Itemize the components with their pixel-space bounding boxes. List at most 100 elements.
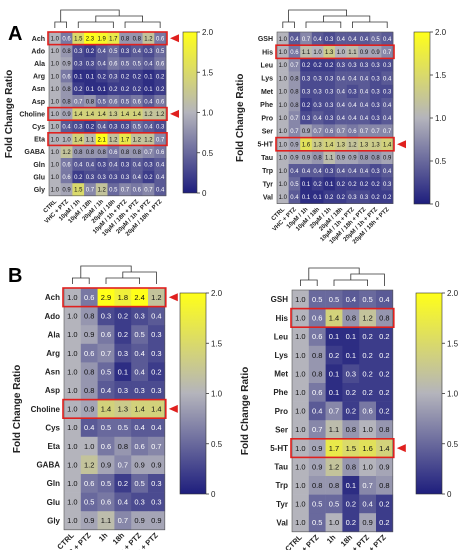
heatmap-cell <box>60 145 73 159</box>
dendrogram-link <box>80 265 132 278</box>
row-label: Ser <box>275 425 288 434</box>
heatmap-cell <box>346 177 359 191</box>
heatmap-cell <box>358 98 371 112</box>
cell-value-label: 0.9 <box>84 405 94 414</box>
cell-value-label: 0.1 <box>74 74 83 80</box>
heatmap-cell <box>342 327 360 347</box>
cell-value-label: 0.8 <box>121 36 130 42</box>
cell-value-label: 0.2 <box>379 518 389 527</box>
cell-value-label: 0.5 <box>109 188 118 194</box>
cell-value-label: 0.5 <box>121 99 130 105</box>
cell-value-label: 0.7 <box>121 188 130 194</box>
cell-value-label: 0.8 <box>62 99 71 105</box>
heatmap-cell <box>97 474 115 493</box>
heatmap-cell <box>325 438 343 458</box>
heatmap-cell <box>60 82 73 96</box>
heatmap-cell <box>84 145 97 159</box>
heatmap-cell <box>277 164 289 178</box>
cell-value-label: 0.8 <box>346 425 356 434</box>
cell-value-label: 0.4 <box>348 37 357 43</box>
heatmap-cell <box>381 32 394 46</box>
cell-value-label: 0.2 <box>313 182 322 188</box>
heatmap-cell <box>119 69 132 83</box>
cell-value-label: 0.8 <box>84 367 94 376</box>
heatmap-cell <box>359 383 377 402</box>
heatmap-cell <box>335 164 347 178</box>
cell-value-label: 0.3 <box>97 175 106 181</box>
cell-value-label: 1.8 <box>118 293 128 302</box>
cell-value-label: 0.5 <box>329 295 339 304</box>
heatmap-cell <box>346 111 359 125</box>
heatmap-cell <box>359 401 377 421</box>
cell-value-label: 0.4 <box>156 162 165 168</box>
heatmap-cell <box>154 95 167 108</box>
cell-value-label: 0.5 <box>109 49 118 55</box>
cell-value-label: 0.3 <box>109 125 118 131</box>
cell-value-label: 0.1 <box>86 87 95 93</box>
heatmap-cell <box>142 107 155 121</box>
cell-value-label: 1.0 <box>362 425 372 434</box>
heatmap-cell <box>359 494 377 514</box>
cell-value-label: 0.2 <box>144 175 153 181</box>
cell-value-label: 1.1 <box>302 50 311 56</box>
cell-value-label: 1.3 <box>325 50 334 56</box>
heatmap-cell <box>148 288 166 307</box>
cell-value-label: 0.4 <box>383 76 392 82</box>
cell-value-label: 0.3 <box>371 63 380 69</box>
heatmap-cell <box>292 290 310 309</box>
cell-value-label: 0.3 <box>134 312 144 321</box>
heatmap-cell <box>49 82 61 96</box>
cell-value-label: 0.4 <box>313 116 322 122</box>
heatmap-cell <box>97 455 115 475</box>
heatmap-cell <box>323 84 336 99</box>
heatmap-cell <box>346 98 359 112</box>
heatmap-cell <box>292 364 310 384</box>
heatmap-cell <box>119 145 132 159</box>
heatmap-cell <box>97 492 115 512</box>
colorbar-tick-label: 0.5 <box>447 440 459 449</box>
cell-value-label: 0.2 <box>133 87 142 93</box>
cell-value-label: 0.6 <box>109 62 118 68</box>
heatmap-cell <box>369 190 382 204</box>
cell-value-label: 0.3 <box>348 90 357 96</box>
cell-value-label: 0.9 <box>84 516 94 525</box>
heatmap-cell <box>131 306 149 326</box>
heatmap-cell <box>346 164 359 178</box>
heatmap-cell <box>148 399 166 419</box>
cell-value-label: 1.0 <box>279 129 288 135</box>
cell-value-label: 1.0 <box>84 442 94 451</box>
row-label: Phe <box>273 388 288 397</box>
heatmap-cell <box>358 177 371 191</box>
cell-value-label: 0.8 <box>133 150 142 156</box>
heatmap-cell <box>342 513 360 533</box>
cell-value-label: 2.9 <box>101 293 111 302</box>
cell-value-label: 1.0 <box>295 518 305 527</box>
cell-value-label: 0.8 <box>360 156 369 162</box>
cell-value-label: 1.0 <box>67 405 77 414</box>
heatmap-cell <box>130 158 143 171</box>
cell-value-label: 0.6 <box>109 99 118 105</box>
heatmap-cell <box>300 177 313 191</box>
cell-value-label: 1.2 <box>144 36 153 42</box>
cell-value-label: 0.4 <box>133 162 142 168</box>
highlight-arrow <box>170 34 179 43</box>
cell-value-label: 0.8 <box>290 76 299 82</box>
heatmap-cell <box>292 494 310 514</box>
heatmap-cell <box>130 107 143 121</box>
row-label: Lys <box>261 76 273 83</box>
heatmap-cell <box>323 164 336 178</box>
heatmap-cell <box>311 137 324 152</box>
cell-value-label: 0.4 <box>346 295 356 304</box>
heatmap-cell <box>308 290 326 309</box>
heatmap-cell <box>325 457 343 477</box>
heatmap-cell <box>107 44 120 58</box>
heatmap-cell <box>107 107 120 121</box>
heatmap-cell <box>131 325 149 345</box>
heatmap-cell <box>107 57 120 71</box>
heatmap-cell <box>154 69 167 83</box>
heatmap-cell <box>114 455 132 475</box>
heatmap-cell <box>64 455 82 475</box>
cell-value-label: 0.1 <box>329 332 339 341</box>
heatmap-cell <box>119 44 132 58</box>
cell-value-label: 0.8 <box>290 103 299 109</box>
